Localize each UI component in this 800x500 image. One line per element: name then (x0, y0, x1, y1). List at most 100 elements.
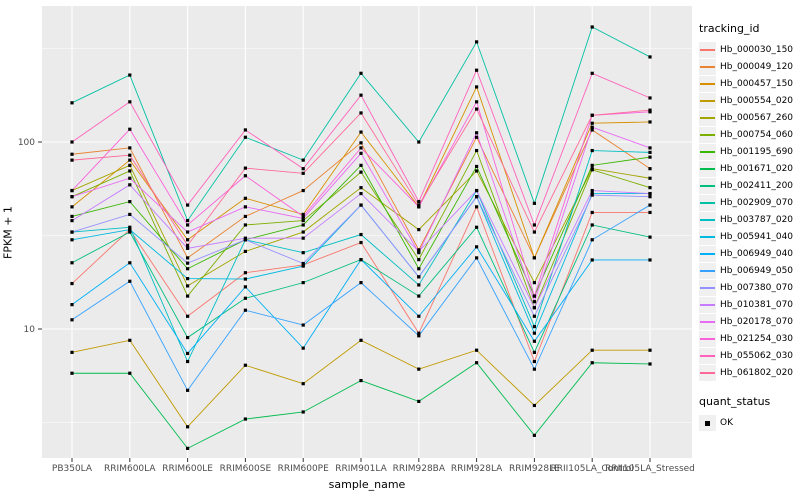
data-point (417, 331, 421, 335)
data-point (301, 223, 305, 227)
data-point (359, 240, 363, 245)
data-point (243, 236, 247, 240)
data-point (532, 324, 536, 329)
x-tick-label: RRIM928LA (451, 464, 503, 474)
legend-item-Hb_006949_050: Hb_006949_050 (699, 262, 799, 279)
data-point (186, 246, 190, 250)
data-point (186, 238, 190, 242)
data-point (243, 277, 247, 281)
data-point (590, 210, 594, 215)
data-point (359, 232, 363, 237)
legend-item-Hb_002909_070: Hb_002909_070 (699, 194, 799, 211)
legend-shape-title: quant_status (699, 395, 771, 408)
data-point (475, 348, 479, 352)
data-point (301, 167, 305, 171)
x-axis-title: sample_name (328, 478, 406, 491)
data-point (186, 218, 190, 223)
data-point (648, 108, 652, 112)
legend-key (699, 211, 716, 228)
data-point (475, 107, 479, 111)
data-point (128, 279, 132, 283)
series-color-line-icon (700, 218, 715, 221)
data-point (359, 378, 363, 383)
legend-key (699, 245, 716, 262)
legend-item-Hb_002411_200: Hb_002411_200 (699, 177, 799, 194)
legend-color-items: Hb_000030_150 Hb_000049_120 Hb_000457_150 H… (699, 41, 799, 381)
data-point (243, 223, 247, 227)
legend-label: Hb_000457_150 (720, 78, 794, 89)
data-point (243, 249, 247, 253)
legend-item-Hb_003787_020: Hb_003787_020 (699, 211, 799, 228)
data-point (590, 148, 594, 153)
y-tick-label: 10 (24, 325, 36, 335)
data-point (532, 314, 536, 318)
legend-item-quant-OK: OK (699, 414, 799, 431)
data-point (532, 350, 536, 354)
legend-item-Hb_000754_060: Hb_000754_060 (699, 126, 799, 143)
data-point (648, 203, 652, 207)
legend-item-Hb_006949_040: Hb_006949_040 (699, 245, 799, 262)
data-point (186, 230, 190, 234)
series-color-line-icon (700, 65, 715, 68)
legend-label: Hb_007380_070 (720, 282, 794, 293)
data-point (186, 261, 190, 265)
data-point (475, 135, 479, 139)
legend-color-title: tracking_id (699, 22, 760, 35)
data-point (301, 251, 305, 255)
legend-item-Hb_021254_030: Hb_021254_030 (699, 330, 799, 347)
legend-label: Hb_003787_020 (720, 214, 794, 225)
data-point (532, 256, 536, 260)
data-point (128, 127, 132, 131)
data-point (475, 131, 479, 135)
data-point (70, 230, 74, 234)
x-tick-label: RRII105LA_Control (550, 464, 633, 474)
data-point (70, 303, 74, 307)
x-tick-label: RRIM600LA (104, 464, 156, 474)
data-point (70, 371, 74, 375)
legend: tracking_id Hb_000030_150 Hb_000049_120 Hb… (699, 22, 799, 431)
data-point (70, 350, 74, 354)
legend-item-Hb_000567_260: Hb_000567_260 (699, 109, 799, 126)
y-tick-label: 100 (18, 138, 35, 148)
data-point (243, 285, 247, 289)
data-point (359, 130, 363, 134)
data-point (590, 193, 594, 197)
data-point (648, 146, 652, 150)
data-point (475, 164, 479, 169)
data-point (186, 359, 190, 364)
legend-key (699, 279, 716, 296)
data-point (243, 363, 247, 367)
legend-label: Hb_000754_060 (720, 129, 794, 140)
legend-item-Hb_000457_150: Hb_000457_150 (699, 75, 799, 92)
legend-key (699, 58, 716, 75)
x-tick-label: PB350LA (52, 464, 93, 474)
data-point (590, 121, 594, 125)
data-point (186, 256, 190, 260)
legend-label: OK (720, 417, 733, 428)
data-point (590, 258, 594, 262)
data-point (301, 261, 305, 266)
series-color-line-icon (700, 354, 715, 357)
data-point (128, 163, 132, 167)
data-point (359, 146, 363, 150)
data-point (301, 382, 305, 386)
legend-item-Hb_010381_070: Hb_010381_070 (699, 296, 799, 313)
data-point (590, 238, 594, 242)
legend-item-Hb_001671_020: Hb_001671_020 (699, 160, 799, 177)
data-point (532, 281, 536, 285)
data-point (648, 235, 652, 239)
legend-item-Hb_000554_020: Hb_000554_020 (699, 92, 799, 109)
data-point (590, 348, 594, 352)
legend-key (699, 330, 716, 347)
data-point (359, 151, 363, 155)
legend-item-Hb_001195_690: Hb_001195_690 (699, 143, 799, 160)
legend-label: Hb_000554_020 (720, 95, 794, 106)
data-point (532, 223, 536, 227)
legend-key (699, 296, 716, 313)
data-point (243, 296, 247, 300)
data-point (128, 176, 132, 180)
y-axis-title: FPKM + 1 (1, 206, 15, 259)
data-point (417, 200, 421, 204)
data-point (475, 40, 479, 44)
